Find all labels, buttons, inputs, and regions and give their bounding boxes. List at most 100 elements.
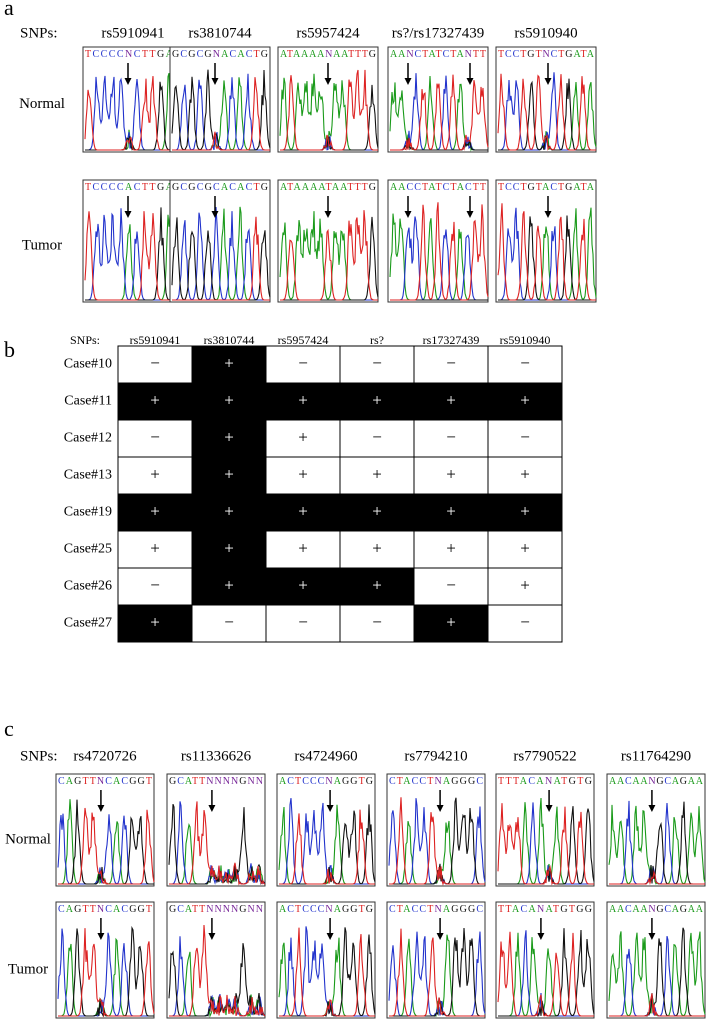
sequence: TCCTGTACTGATA (498, 182, 595, 193)
table-cell (487, 382, 563, 421)
cell-value: + (372, 464, 382, 483)
trace-box (166, 901, 266, 1019)
case-label: Case#25 (64, 542, 112, 557)
table-cell (117, 567, 193, 606)
snp-header: rs?/rs17327439 (392, 25, 485, 41)
table-cell (413, 530, 489, 569)
sequence: AANCTATCTANTT (390, 49, 486, 60)
sequence: GCATTNNNNGNN (169, 776, 263, 787)
arrow-head (545, 805, 553, 812)
cell-value: + (298, 390, 308, 409)
arrow-head (648, 805, 656, 812)
trace (280, 84, 379, 151)
cell-value: + (150, 612, 160, 631)
sequence: CTACCTNAGGGC (389, 904, 483, 915)
table-cell (339, 567, 415, 606)
row-label: Normal (5, 831, 51, 847)
arrow-head (324, 78, 332, 85)
arrow-head (324, 211, 332, 218)
trace-box (387, 46, 489, 153)
table-cell (487, 530, 563, 569)
sequence: AACAANGCAGAA (609, 776, 704, 787)
cell-value: + (520, 538, 530, 557)
arrow-head (211, 211, 219, 218)
cell-value: + (372, 501, 382, 520)
arrow-head (326, 805, 334, 812)
column-header: rs5910940 (500, 333, 551, 347)
trace (390, 74, 489, 151)
cell-value: + (150, 538, 160, 557)
table-cell (191, 493, 267, 532)
arrow-head (326, 933, 334, 940)
table-cell (487, 604, 563, 643)
table-cell (413, 456, 489, 495)
arrow-head (537, 933, 545, 940)
sequence: GCATTNNNNGNN (169, 904, 263, 915)
cell-value: − (446, 353, 456, 372)
sequence: CAGTTNCACGGT (58, 776, 152, 787)
table-cell (117, 530, 193, 569)
sequence: CAGTTNCACGGT (58, 904, 152, 915)
trace (280, 210, 378, 301)
table-cell (487, 419, 563, 458)
cell-value: + (446, 464, 456, 483)
cell-value: + (520, 390, 530, 409)
cell-value: − (520, 353, 530, 372)
cell-value: + (446, 612, 456, 631)
panel-label: b (4, 337, 15, 362)
trace-box (495, 773, 595, 887)
arrow-head (124, 78, 132, 85)
trace (279, 927, 375, 1017)
cell-value: + (224, 390, 234, 409)
trace (171, 69, 271, 151)
cell-value: + (372, 390, 382, 409)
trace (280, 69, 378, 151)
table-cell (191, 345, 267, 384)
cell-value: + (298, 427, 308, 446)
trace (169, 801, 266, 886)
arrow-head (544, 78, 552, 85)
table-cell (487, 456, 563, 495)
column-header: rs5957424 (278, 333, 329, 347)
arrow-head (97, 805, 105, 812)
trace (390, 216, 488, 301)
cell-value: + (224, 353, 234, 372)
cell-value: + (224, 501, 234, 520)
trace (609, 870, 705, 886)
case-label: Case#13 (64, 468, 112, 483)
trace (389, 927, 485, 1017)
table-cell (339, 530, 415, 569)
cell-value: − (150, 353, 160, 372)
trace (58, 807, 155, 885)
sequence: AACCTATCTACTT (390, 182, 486, 193)
table-cell (191, 419, 267, 458)
snp-header: rs4720726 (73, 748, 137, 764)
table-cell (191, 530, 267, 569)
cell-value: + (446, 538, 456, 557)
cell-value: + (520, 464, 530, 483)
arrow-head (466, 211, 474, 218)
trace (172, 77, 270, 151)
trace (172, 216, 270, 301)
trace-box (55, 901, 155, 1019)
arrow-head (124, 211, 132, 218)
sequence: ACTCCCNAGGTG (279, 776, 373, 787)
cell-value: − (224, 612, 234, 631)
row-label: Normal (19, 96, 65, 112)
row-label: Tumor (8, 961, 48, 977)
cell-value: − (372, 612, 382, 631)
table-cell (339, 382, 415, 421)
cell-value: − (446, 427, 456, 446)
cell-value: − (150, 427, 160, 446)
cell-value: − (150, 575, 160, 594)
cell-value: − (372, 427, 382, 446)
cell-value: + (520, 575, 530, 594)
trace (609, 993, 705, 1017)
cell-value: + (372, 575, 382, 594)
cell-value: + (298, 501, 308, 520)
table-cell (413, 419, 489, 458)
sequence: GCGCGCACACTG (172, 182, 268, 193)
trace (58, 928, 155, 1018)
sequence: ATAAAANAATTTG (280, 49, 376, 60)
arrow-head (211, 78, 219, 85)
